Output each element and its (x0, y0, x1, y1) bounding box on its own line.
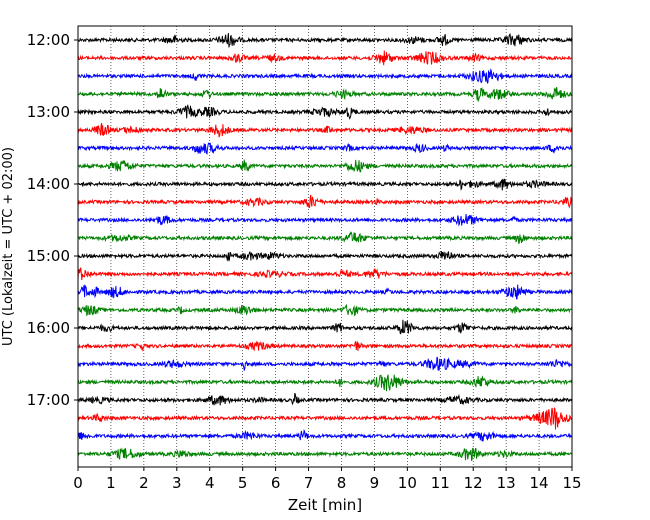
trace-line (77, 374, 573, 392)
x-tick-label: 6 (271, 474, 281, 492)
x-tick-label: 7 (304, 474, 314, 492)
x-tick-label: 0 (73, 474, 83, 492)
trace-line (77, 407, 573, 430)
x-tick-label: 13 (497, 474, 516, 492)
y-tick-label: 14:00 (27, 175, 70, 193)
trace-line (77, 33, 573, 48)
x-tick-label: 9 (370, 474, 380, 492)
x-tick-label: 10 (398, 474, 417, 492)
x-tick-label: 8 (337, 474, 347, 492)
x-tick-label: 3 (172, 474, 182, 492)
trace-line (77, 68, 573, 84)
trace-line (77, 178, 573, 191)
y-tick-label: 17:00 (27, 391, 70, 409)
x-axis-title: Zeit [min] (288, 496, 362, 514)
plot-frame (77, 25, 573, 468)
trace-line (77, 319, 573, 335)
x-tick-label: 12 (464, 474, 483, 492)
trace-line (77, 250, 573, 262)
trace-line (77, 103, 573, 120)
trace-line (77, 428, 573, 442)
x-tick-label: 11 (431, 474, 450, 492)
trace-line (77, 86, 573, 102)
y-tick-label: 16:00 (27, 319, 70, 337)
trace-line (77, 142, 573, 155)
trace-line (77, 159, 573, 173)
trace-line (77, 303, 573, 317)
y-axis-title: UTC (Lokalzeit = UTC + 02:00) (1, 147, 16, 346)
trace-line (77, 50, 573, 66)
trace-line (77, 194, 573, 209)
trace-line (77, 340, 573, 352)
trace-line (77, 392, 573, 406)
x-axis-ticks: 0 1 2 3 4 5 6 7 8 9 10 11 12 13 14 15 (73, 467, 582, 492)
trace-line (77, 231, 573, 244)
seismic-traces (77, 33, 573, 461)
y-tick-label: 15:00 (27, 247, 70, 265)
x-tick-label: 1 (106, 474, 116, 492)
y-tick-label: 13:00 (27, 103, 70, 121)
trace-line (77, 122, 573, 138)
x-tick-label: 4 (205, 474, 215, 492)
x-tick-label: 15 (562, 474, 581, 492)
trace-line (77, 267, 573, 281)
y-tick-label: 12:00 (27, 31, 70, 49)
x-tick-label: 14 (530, 474, 549, 492)
trace-line (77, 447, 573, 461)
trace-line (77, 213, 573, 227)
y-axis-ticks: 12:00 13:00 14:00 15:00 16:00 17:00 (27, 31, 78, 409)
x-tick-label: 2 (139, 474, 149, 492)
trace-line (77, 284, 573, 300)
x-tick-label: 5 (238, 474, 248, 492)
trace-line (77, 356, 573, 371)
